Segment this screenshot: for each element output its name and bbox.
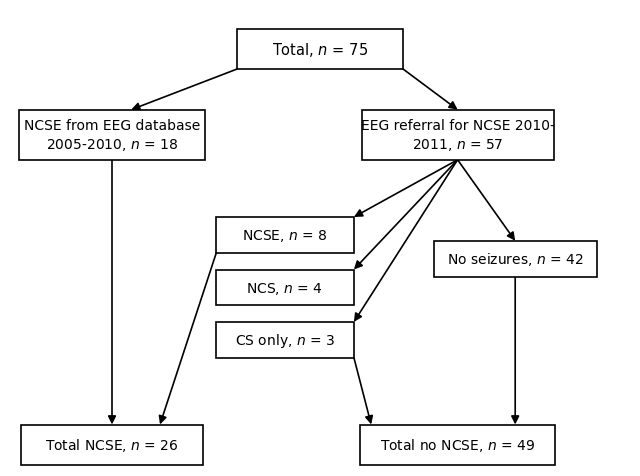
Text: No seizures, $n$ = 42: No seizures, $n$ = 42 xyxy=(447,251,584,268)
FancyBboxPatch shape xyxy=(434,242,596,277)
Text: Total no NCSE, $n$ = 49: Total no NCSE, $n$ = 49 xyxy=(380,436,535,454)
FancyBboxPatch shape xyxy=(20,425,204,466)
FancyBboxPatch shape xyxy=(19,111,205,161)
Text: Total NCSE, $n$ = 26: Total NCSE, $n$ = 26 xyxy=(45,436,179,454)
Text: NCS, $n$ = 4: NCS, $n$ = 4 xyxy=(246,280,323,296)
FancyBboxPatch shape xyxy=(237,30,403,70)
FancyBboxPatch shape xyxy=(216,270,354,306)
FancyBboxPatch shape xyxy=(216,218,354,253)
Text: EEG referral for NCSE 2010-
2011, $n$ = 57: EEG referral for NCSE 2010- 2011, $n$ = … xyxy=(361,119,554,153)
Text: NCSE, $n$ = 8: NCSE, $n$ = 8 xyxy=(242,228,328,244)
Text: CS only, $n$ = 3: CS only, $n$ = 3 xyxy=(235,331,335,349)
FancyBboxPatch shape xyxy=(362,111,554,161)
Text: Total, $n$ = 75: Total, $n$ = 75 xyxy=(272,41,368,59)
Text: NCSE from EEG database
2005-2010, $n$ = 18: NCSE from EEG database 2005-2010, $n$ = … xyxy=(24,119,200,153)
FancyBboxPatch shape xyxy=(360,425,555,466)
FancyBboxPatch shape xyxy=(216,323,354,358)
